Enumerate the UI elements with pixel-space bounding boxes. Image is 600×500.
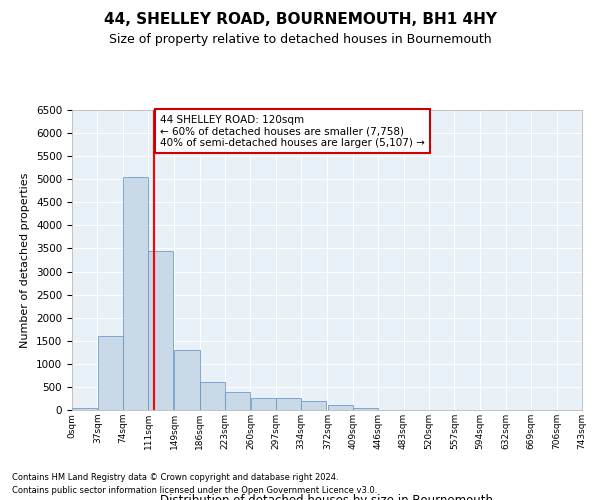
Bar bbox=[72, 408, 97, 410]
Y-axis label: Number of detached properties: Number of detached properties bbox=[20, 172, 31, 348]
Text: 44, SHELLEY ROAD, BOURNEMOUTH, BH1 4HY: 44, SHELLEY ROAD, BOURNEMOUTH, BH1 4HY bbox=[104, 12, 497, 28]
Bar bbox=[98, 336, 122, 410]
Text: 44 SHELLEY ROAD: 120sqm
← 60% of detached houses are smaller (7,758)
40% of semi: 44 SHELLEY ROAD: 120sqm ← 60% of detache… bbox=[160, 114, 425, 148]
Bar bbox=[276, 398, 301, 410]
Bar bbox=[251, 398, 275, 410]
Bar bbox=[353, 408, 378, 410]
Bar bbox=[328, 406, 353, 410]
Bar bbox=[123, 177, 148, 410]
X-axis label: Distribution of detached houses by size in Bournemouth: Distribution of detached houses by size … bbox=[161, 494, 493, 500]
Bar bbox=[225, 392, 250, 410]
Text: Size of property relative to detached houses in Bournemouth: Size of property relative to detached ho… bbox=[109, 32, 491, 46]
Bar bbox=[148, 251, 173, 410]
Text: Contains HM Land Registry data © Crown copyright and database right 2024.: Contains HM Land Registry data © Crown c… bbox=[12, 474, 338, 482]
Bar bbox=[200, 382, 225, 410]
Bar bbox=[301, 401, 326, 410]
Bar bbox=[175, 350, 199, 410]
Text: Contains public sector information licensed under the Open Government Licence v3: Contains public sector information licen… bbox=[12, 486, 377, 495]
